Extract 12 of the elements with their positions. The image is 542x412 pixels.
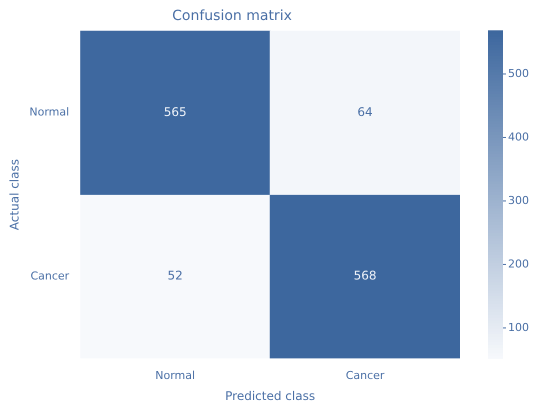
- color-bar-label: 200: [508, 257, 529, 270]
- color-bar-label: 400: [508, 130, 529, 144]
- data-label: 565: [164, 104, 187, 119]
- data-label: 52: [168, 268, 183, 283]
- color-bar-label: 300: [508, 194, 529, 207]
- color-bar-label: 100: [508, 320, 529, 334]
- data-label: 568: [354, 268, 377, 283]
- data-label: 64: [357, 104, 373, 119]
- chart-title: Confusion matrix: [172, 8, 292, 24]
- x-axis-title: Predicted class: [225, 388, 316, 403]
- y-axis-title: Actual class: [7, 159, 22, 230]
- color-bar-label: 500: [508, 66, 529, 80]
